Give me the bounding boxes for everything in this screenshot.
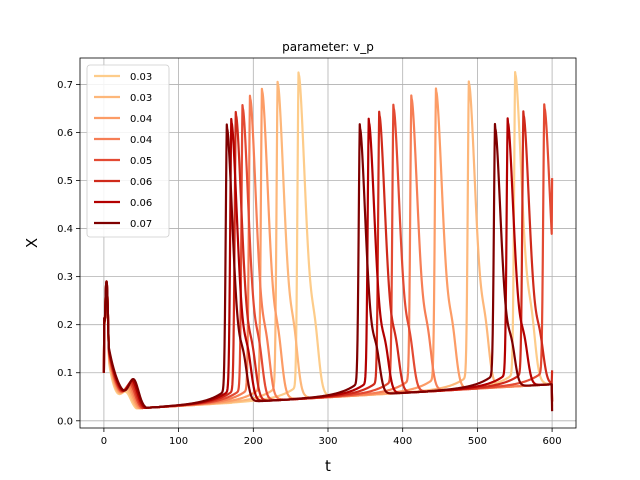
y-tick-label: 0.0 — [57, 416, 73, 427]
y-tick-label: 0.4 — [57, 224, 73, 235]
x-tick-label: 200 — [244, 436, 263, 447]
y-tick-label: 0.1 — [57, 368, 73, 379]
legend: 0.03 0.03 0.04 0.04 0.05 0.06 0.06 0.07 — [86, 64, 170, 238]
y-axis: 0.0 0.1 0.2 0.3 0.4 0.5 0.6 0.7 — [57, 80, 80, 427]
x-axis: 0 100 200 300 400 500 600 — [101, 428, 562, 447]
x-tick-label: 300 — [318, 436, 337, 447]
legend-label: 0.03 — [130, 72, 152, 83]
y-tick-label: 0.2 — [57, 320, 73, 331]
x-axis-label: t — [325, 457, 331, 475]
y-tick-label: 0.3 — [57, 272, 73, 283]
series-group — [102, 70, 554, 412]
x-tick-label: 100 — [169, 436, 188, 447]
legend-box — [86, 64, 170, 238]
chart-title: parameter: v_p — [282, 40, 374, 54]
legend-label: 0.06 — [130, 177, 152, 188]
series-line — [102, 122, 554, 412]
legend-label: 0.04 — [130, 114, 152, 125]
y-axis-label: X — [23, 238, 41, 248]
legend-label: 0.07 — [130, 219, 152, 230]
x-tick-label: 500 — [468, 436, 487, 447]
y-tick-label: 0.5 — [57, 176, 73, 187]
y-tick-label: 0.6 — [57, 128, 73, 139]
x-tick-label: 0 — [101, 436, 107, 447]
x-tick-label: 400 — [393, 436, 412, 447]
legend-label: 0.03 — [130, 93, 152, 104]
y-tick-label: 0.7 — [57, 80, 73, 91]
legend-label: 0.05 — [130, 156, 152, 167]
legend-label: 0.04 — [130, 135, 152, 146]
x-tick-label: 600 — [543, 436, 562, 447]
legend-label: 0.06 — [130, 198, 152, 209]
